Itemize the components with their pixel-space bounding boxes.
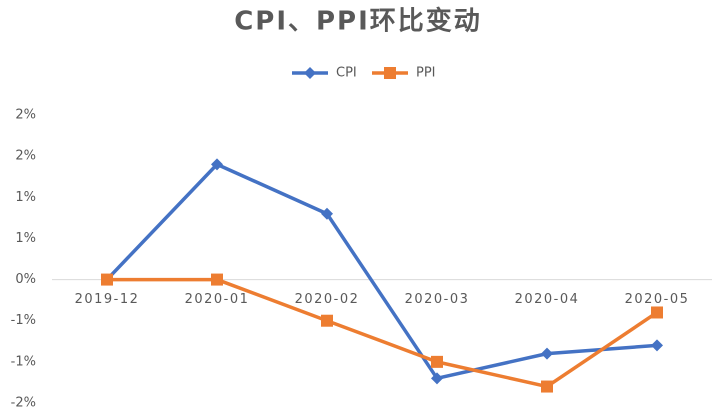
marker [211, 273, 223, 286]
x-tick-label: 2020-02 [295, 292, 360, 307]
marker [651, 306, 663, 319]
y-tick-label: -2% [11, 396, 36, 411]
x-tick-label: 2020-03 [405, 292, 470, 307]
y-tick-label: 0% [15, 272, 36, 287]
x-tick-label: 2020-04 [515, 292, 580, 307]
y-tick-label: -1% [11, 313, 36, 328]
series-line [105, 162, 658, 381]
x-tick-label: 2019-12 [75, 292, 140, 307]
marker [541, 380, 553, 393]
marker [321, 207, 333, 220]
y-tick-label: -1% [11, 354, 36, 369]
marker [321, 314, 333, 327]
x-tick-label: 2020-01 [185, 292, 250, 307]
marker [541, 347, 553, 360]
marker [651, 339, 663, 352]
y-tick-label: 2% [15, 108, 36, 123]
marker [431, 355, 443, 368]
y-tick-label: 2% [15, 149, 36, 164]
chart-title: CPI、PPI环比变动 [234, 6, 482, 37]
series-line [107, 277, 658, 389]
legend-label: PPI [416, 66, 436, 81]
legend-marker [384, 67, 396, 79]
legend-marker [304, 67, 316, 79]
marker [211, 158, 223, 171]
x-tick-label: 2020-05 [625, 292, 690, 307]
marker [101, 273, 113, 286]
marker [431, 372, 443, 385]
y-tick-label: 1% [15, 190, 36, 205]
legend-label: CPI [336, 66, 357, 81]
y-tick-label: 1% [15, 231, 36, 246]
